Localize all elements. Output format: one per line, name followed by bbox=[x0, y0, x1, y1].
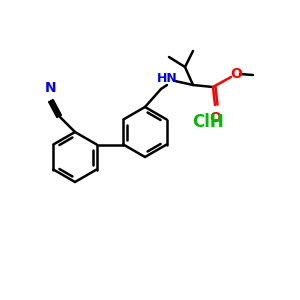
Text: HN: HN bbox=[157, 71, 177, 85]
Text: O: O bbox=[230, 67, 242, 81]
Text: O: O bbox=[209, 111, 221, 125]
Text: ClH: ClH bbox=[192, 113, 224, 131]
Text: N: N bbox=[45, 81, 57, 95]
